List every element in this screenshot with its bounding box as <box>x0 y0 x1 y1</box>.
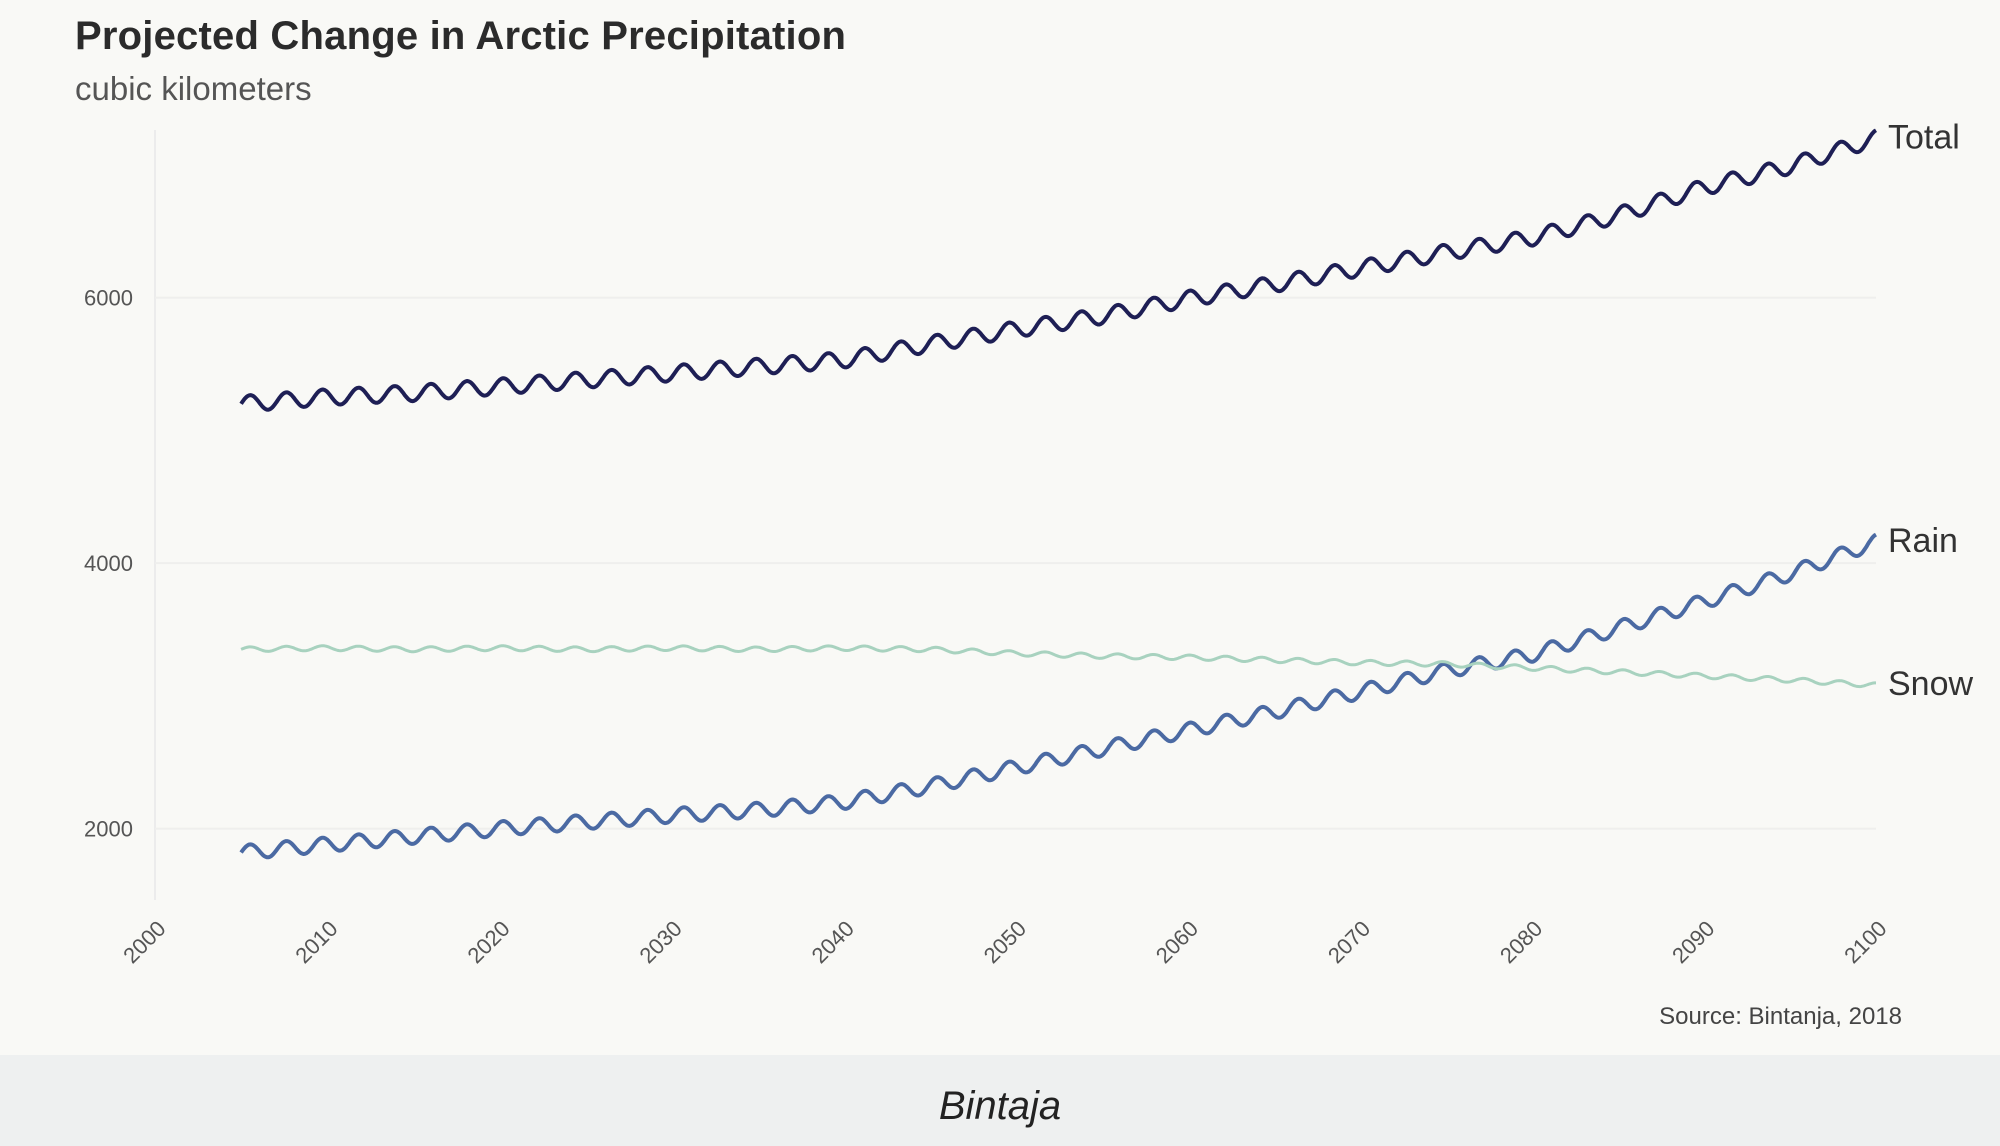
series-label-snow: Snow <box>1888 665 1973 703</box>
x-tick-label: 2090 <box>1667 916 1719 968</box>
x-tick-label: 2010 <box>290 916 342 968</box>
x-tick-label: 2060 <box>1151 916 1203 968</box>
source-note: Source: Bintanja, 2018 <box>1659 1003 1902 1030</box>
x-tick-label: 2100 <box>1839 916 1891 968</box>
chart-area: Projected Change in Arctic Precipitation… <box>75 14 1974 1030</box>
axes: 2000 4000 6000 2000 2010 2020 2030 2040 2050 2060… <box>84 286 1891 969</box>
series-line-snow <box>240 644 1877 689</box>
series-line-total <box>239 128 1877 412</box>
x-tick-label: 2020 <box>462 916 514 968</box>
series-label-rain: Rain <box>1888 522 1958 560</box>
series-lines <box>239 128 1877 860</box>
series-label-total: Total <box>1888 118 1960 156</box>
series-labels: Total Rain Snow <box>1888 118 1973 703</box>
image-caption: Bintaja <box>938 1084 1062 1128</box>
line-chart: 2000 4000 6000 2000 2010 2020 2030 2040 2050 2060… <box>84 118 1973 969</box>
series-line-rain <box>239 532 1877 860</box>
x-tick-label: 2080 <box>1495 916 1547 968</box>
x-tick-label: 2000 <box>118 916 170 968</box>
chart-title: Projected Change in Arctic Precipitation <box>75 14 847 58</box>
chart-subtitle: cubic kilometers <box>75 70 312 107</box>
y-tick-label: 6000 <box>84 286 133 311</box>
y-tick-label: 2000 <box>84 817 133 842</box>
grid-lines <box>154 130 1876 900</box>
x-tick-label: 2040 <box>807 916 859 968</box>
x-tick-label: 2070 <box>1323 916 1375 968</box>
x-tick-label: 2050 <box>979 916 1031 968</box>
caption-band <box>0 1055 2000 1146</box>
x-tick-label: 2030 <box>635 916 687 968</box>
y-tick-label: 4000 <box>84 551 133 576</box>
